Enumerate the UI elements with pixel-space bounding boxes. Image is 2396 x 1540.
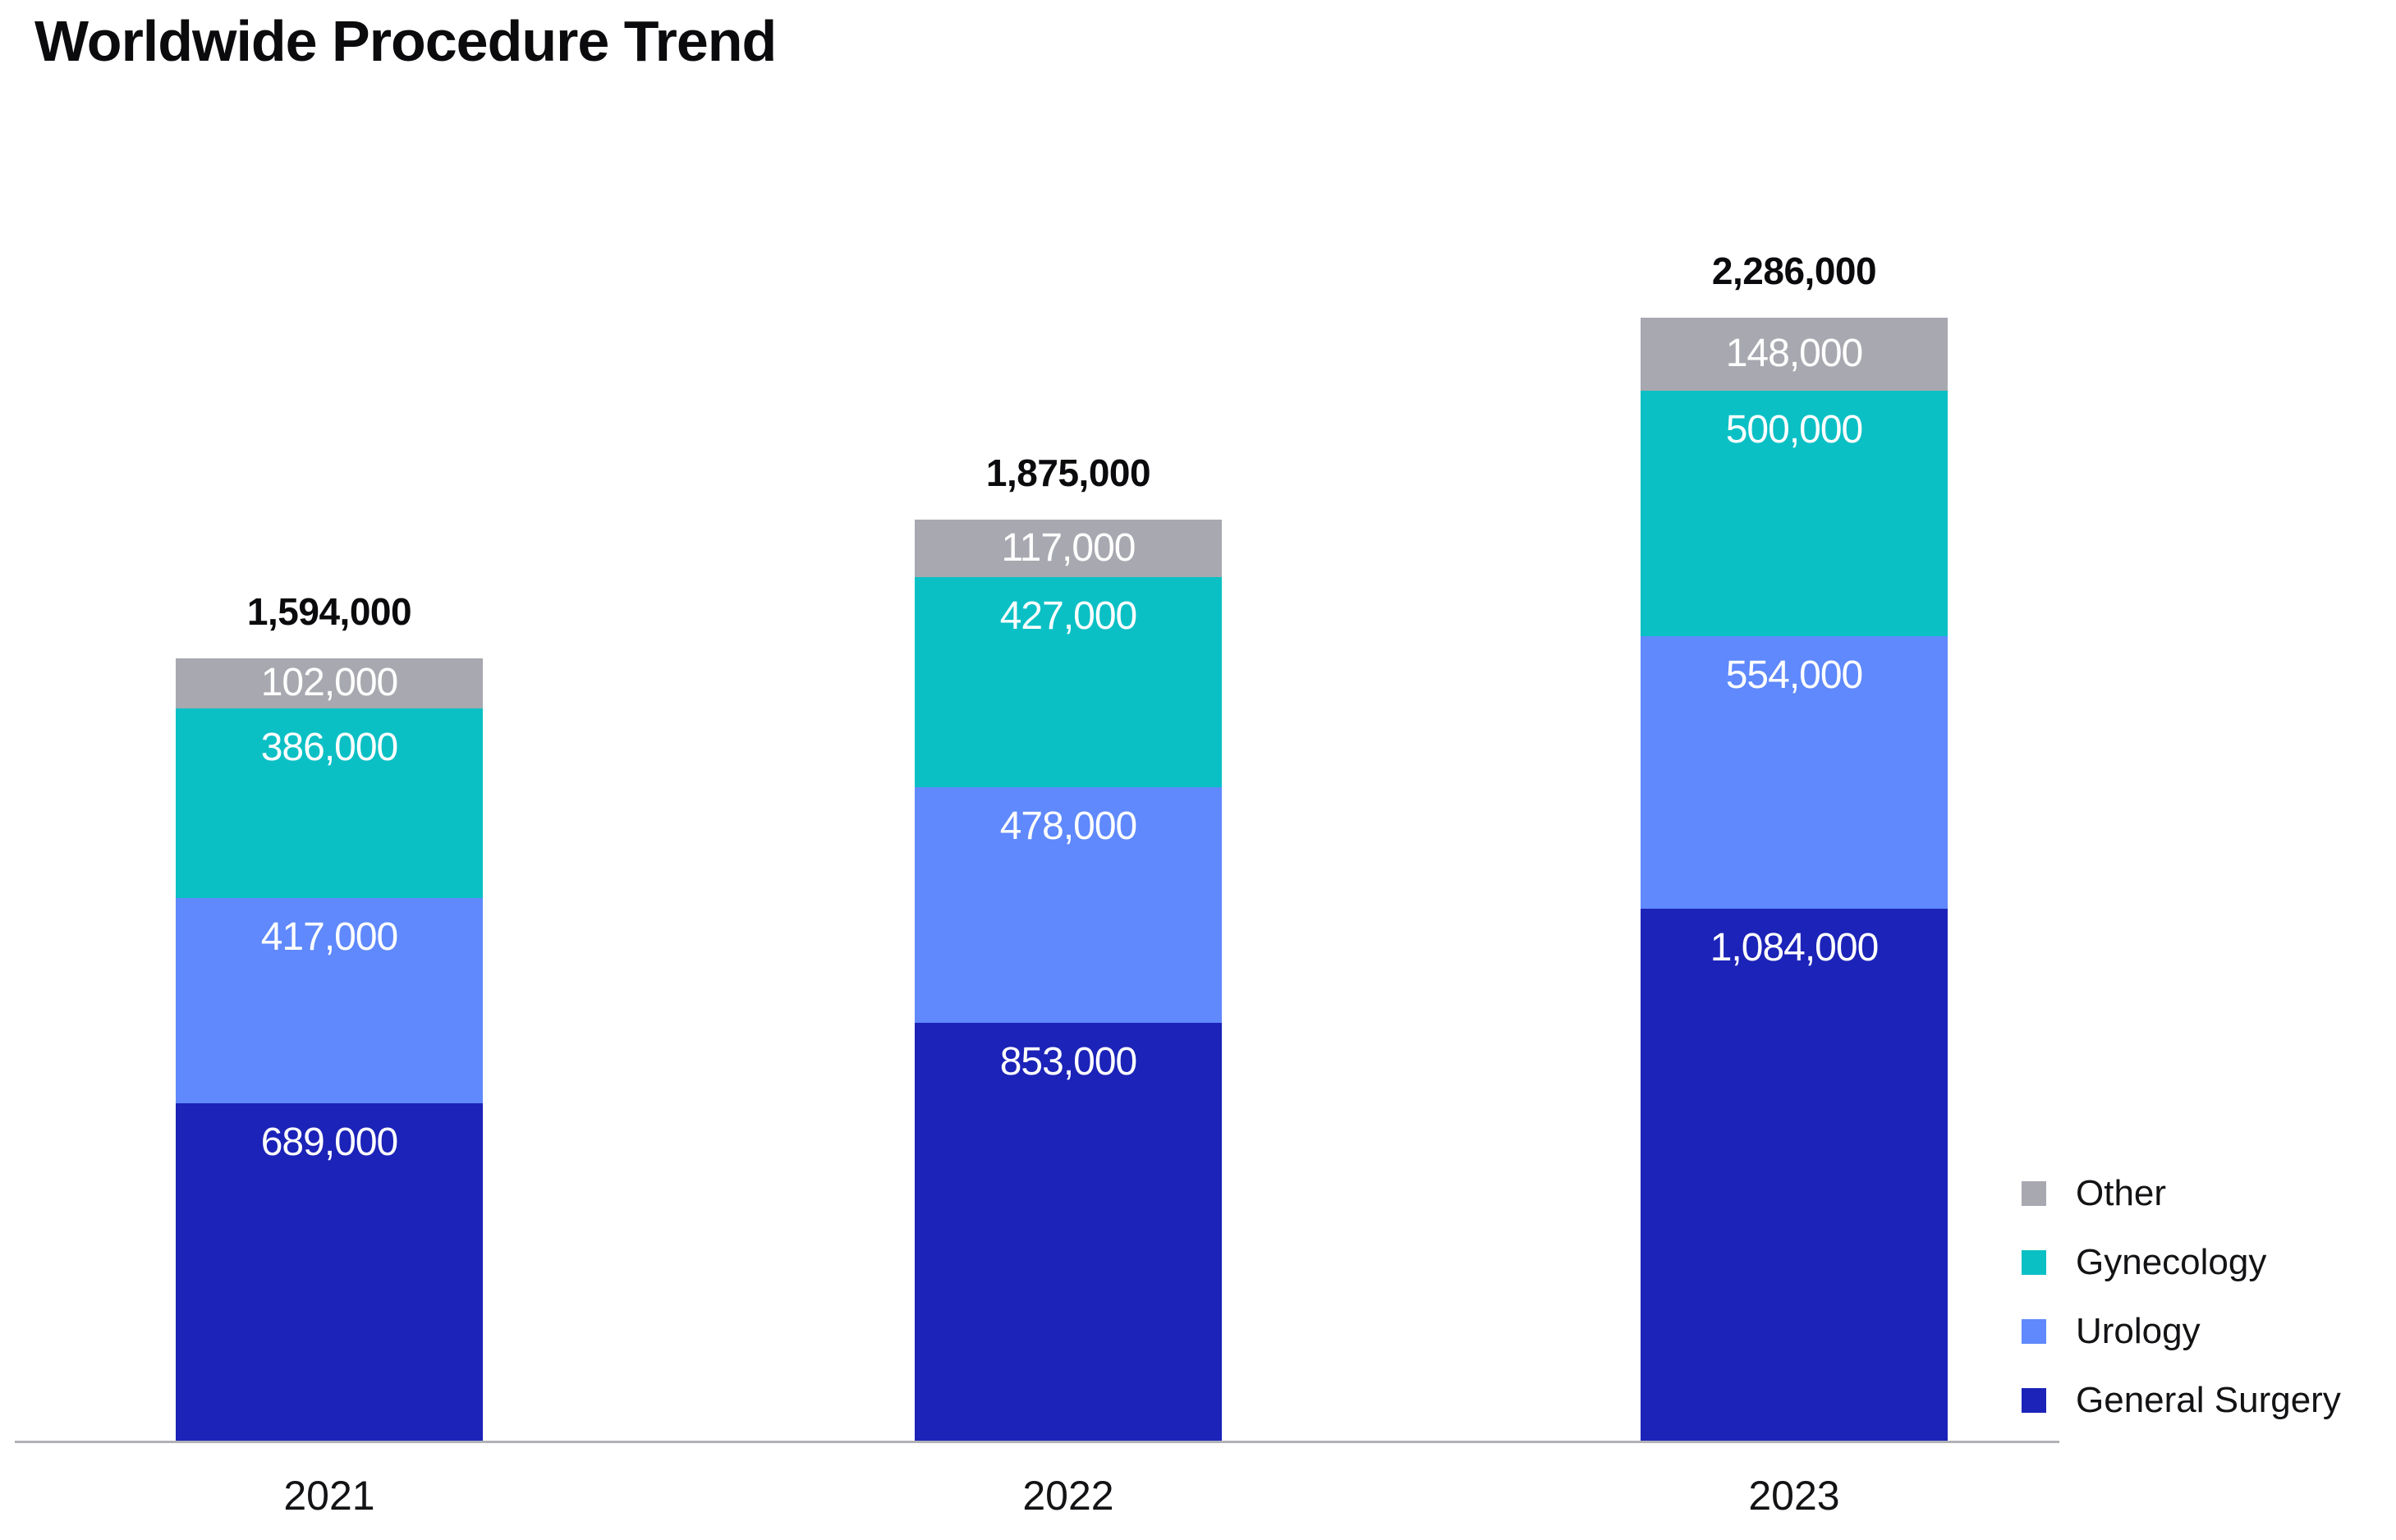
segment-value-label: 1,084,000 [1710, 926, 1880, 970]
legend-swatch-general-surgery [2022, 1388, 2046, 1413]
bar-segment-gynecology-2022: 427,000 [915, 577, 1222, 788]
bar-segment-general-surgery-2023: 1,084,000 [1641, 909, 1948, 1442]
bar-segment-urology-2022: 478,000 [915, 787, 1222, 1023]
segment-value-label: 102,000 [260, 661, 399, 705]
segment-value-label: 117,000 [1001, 526, 1136, 571]
legend-item-urology: Urology [2022, 1297, 2341, 1366]
bar-segment-other-2021: 102,000 [176, 658, 483, 708]
bar-segment-urology-2021: 417,000 [176, 898, 483, 1104]
bar-total-2021: 1,594,000 [246, 589, 412, 633]
bar-segment-other-2023: 148,000 [1641, 318, 1948, 391]
segment-value-label: 554,000 [1725, 653, 1864, 698]
legend-item-gynecology: Gynecology [2022, 1228, 2341, 1297]
legend-swatch-urology [2022, 1319, 2046, 1344]
bar-segment-urology-2023: 554,000 [1641, 636, 1948, 910]
segment-value-label: 689,000 [260, 1121, 399, 1165]
chart-title: Worldwide Procedure Trend [34, 9, 777, 73]
bar-total-2022: 1,875,000 [985, 451, 1151, 495]
legend-item-general-surgery: General Surgery [2022, 1366, 2341, 1435]
legend-swatch-gynecology [2022, 1250, 2046, 1275]
legend-label: Urology [2076, 1311, 2201, 1351]
legend-label: Gynecology [2076, 1242, 2267, 1282]
x-axis-label-2023: 2023 [1748, 1473, 1840, 1519]
bar-segment-general-surgery-2021: 689,000 [176, 1103, 483, 1442]
segment-value-label: 427,000 [999, 594, 1138, 639]
plot-area: 689,000 417,000 386,000 102,000 1,594,000 853… [176, 250, 1948, 1442]
segment-value-label: 478,000 [999, 804, 1138, 849]
legend-swatch-other [2022, 1181, 2046, 1206]
segment-value-label: 386,000 [260, 725, 399, 769]
bar-segment-general-surgery-2022: 853,000 [915, 1022, 1222, 1442]
x-axis-line [15, 1441, 2059, 1443]
bar-segment-gynecology-2021: 386,000 [176, 708, 483, 899]
legend-label: General Surgery [2076, 1380, 2341, 1420]
segment-value-label: 500,000 [1725, 407, 1864, 451]
segment-value-label: 417,000 [260, 915, 399, 960]
bar-segment-other-2022: 117,000 [915, 520, 1222, 578]
bar-total-2023: 2,286,000 [1711, 250, 1877, 292]
x-axis-label-2022: 2022 [1022, 1473, 1114, 1519]
legend: Other Gynecology Urology General Surgery [2022, 1159, 2341, 1435]
legend-item-other: Other [2022, 1159, 2341, 1228]
segment-value-label: 148,000 [1725, 332, 1864, 376]
bar-segment-gynecology-2023: 500,000 [1641, 390, 1948, 637]
legend-label: Other [2076, 1173, 2167, 1213]
segment-value-label: 853,000 [999, 1039, 1138, 1084]
x-axis-label-2021: 2021 [283, 1473, 375, 1519]
